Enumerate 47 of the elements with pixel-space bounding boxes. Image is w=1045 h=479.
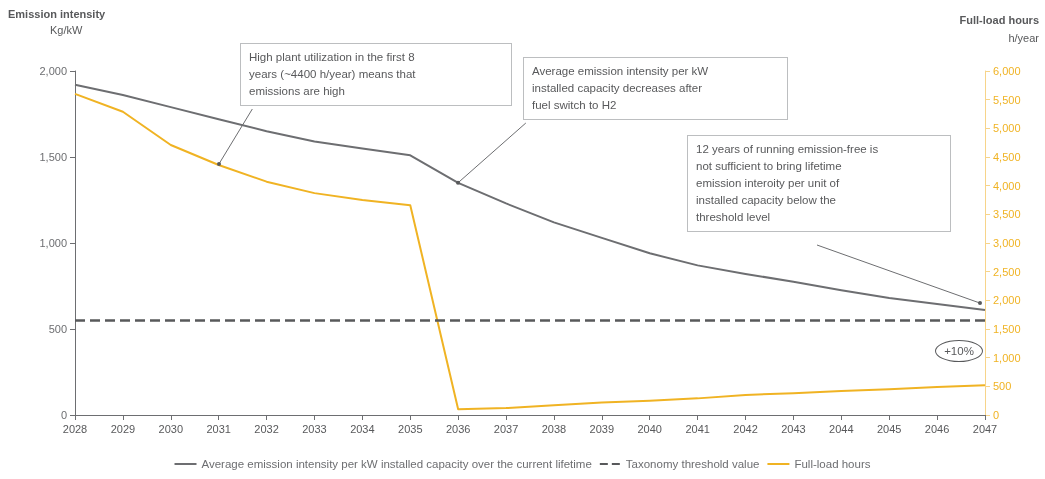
- x-tick-label: 2031: [206, 422, 231, 435]
- y-tick-label: 1,500: [39, 151, 67, 163]
- x-tick-label: 2046: [924, 422, 950, 435]
- y-axis-title: Emission intensity Kg/kW: [8, 7, 107, 36]
- x-tick-label: 2037: [493, 422, 519, 435]
- x-tick-label: 2043: [781, 422, 806, 435]
- x-tick-label: 2033: [302, 422, 327, 435]
- y2-tick-label: 5,500: [993, 93, 1021, 106]
- x-tick-label: 2039: [589, 422, 615, 435]
- y2-tick-label: 2,500: [993, 265, 1021, 278]
- y-tick-label: 2,000: [39, 65, 67, 77]
- y2-tick-label: 2,000: [993, 294, 1021, 307]
- note-box: High plant utilization in the first 8 years (~4400 h/year) means that emissions are high: [240, 43, 512, 106]
- x-tick-label: 2035: [398, 422, 423, 435]
- y2-tick-label: 1,000: [993, 351, 1021, 364]
- x-tick-label: 2040: [637, 422, 662, 435]
- x-tick-label: 2032: [254, 422, 279, 435]
- y2-tick-label: 4,000: [993, 179, 1021, 192]
- y2-tick-label: 500: [993, 380, 1012, 393]
- y2-tick-label: 4,500: [993, 151, 1021, 163]
- y2-tick-label: 6,000: [993, 65, 1021, 77]
- note-box: 12 years of running emission-free is not sufficient to bring lifetime emission interoity per unit of installed capacity below the threshold level: [687, 135, 951, 232]
- legend-label: Taxonomy threshold value: [625, 458, 760, 470]
- y2-tick-label: 5,000: [993, 122, 1021, 135]
- x-tick-label: 2036: [445, 422, 471, 435]
- y2-tick-label: 1,500: [993, 323, 1021, 335]
- x-tick-label: 2044: [829, 422, 854, 435]
- x-tick-label: 2030: [158, 422, 184, 435]
- y2-tick-label: 3,000: [993, 237, 1021, 249]
- x-tick-label: 2034: [350, 422, 375, 435]
- y-tick-label: 500: [48, 323, 67, 335]
- note-box: Average emission intensity per kW installed capacity decreases after fuel switch to H2: [523, 57, 788, 120]
- y2-tick-label: 3,500: [993, 208, 1021, 221]
- x-tick-label: 2047: [972, 422, 998, 435]
- y-tick-label: 1,000: [39, 237, 67, 249]
- legend-label: Full-load hours: [794, 458, 871, 470]
- x-tick-label: 2042: [733, 422, 758, 435]
- x-tick-label: 2029: [110, 422, 136, 435]
- x-tick-label: 2038: [541, 422, 567, 435]
- y2-axis-title: Full-load hours h/year: [959, 13, 1040, 44]
- x-tick-label: 2028: [62, 422, 88, 435]
- legend-label: Average emission intensity per kW installed capacity over the current lifetime: [201, 458, 592, 470]
- x-tick-label: 2041: [685, 422, 710, 435]
- y2-tick-label: 0: [993, 409, 1000, 421]
- x-tick-label: 2045: [876, 422, 902, 435]
- y-tick-label: 0: [60, 409, 67, 421]
- ellipse-outline: +10%: [935, 340, 983, 363]
